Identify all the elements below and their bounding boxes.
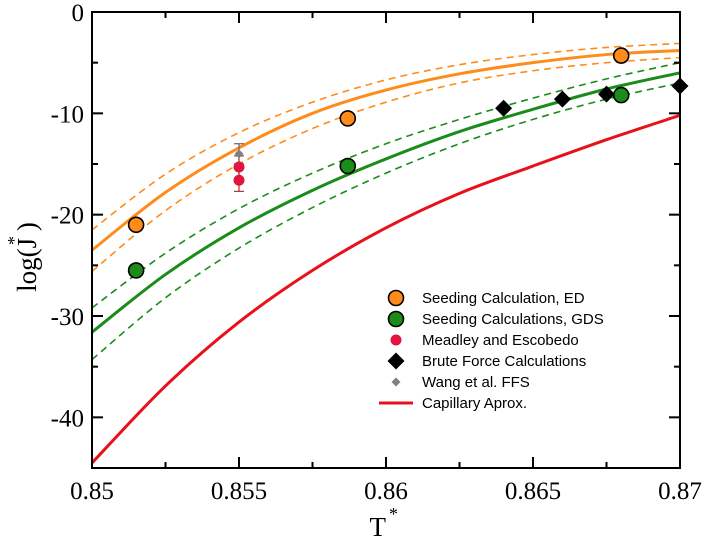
y-tick-label: -40 xyxy=(51,405,84,432)
legend-marker xyxy=(391,377,401,387)
point-brute-force-calculations xyxy=(495,99,513,117)
curve-capillary-aprox- xyxy=(90,113,681,464)
point-seeding-calculation-ed xyxy=(339,110,357,127)
x-tick-label: 0.87 xyxy=(658,478,702,505)
point-seeding-calculation-ed xyxy=(612,47,630,64)
point-brute-force-calculations xyxy=(553,90,571,108)
x-tick-label: 0.86 xyxy=(364,478,408,505)
curve-gds-upper xyxy=(91,61,681,309)
x-tick-label: 0.855 xyxy=(211,478,267,505)
point-brute-force-calculations xyxy=(598,85,615,103)
point-seeding-calculations-gds xyxy=(612,86,630,104)
y-tick-label: 0 xyxy=(72,0,85,27)
x-axis-label: T xyxy=(370,512,387,540)
point-seeding-calculations-gds xyxy=(127,262,145,279)
curve-ed-fit xyxy=(91,49,681,252)
x-axis: 0.85 0.855 0.86 0.865 0.87 xyxy=(70,12,702,505)
legend-label: Seeding Calculation, ED xyxy=(422,290,585,307)
y-axis-label-superscript: * xyxy=(4,236,24,245)
plot-frame xyxy=(91,11,681,469)
legend-marker xyxy=(387,289,405,307)
legend-label: Wang et al. FFS xyxy=(422,374,530,391)
point-seeding-calculation-ed xyxy=(127,216,145,234)
legend: Seeding Calculation, ED Seeding Calculati… xyxy=(379,289,604,412)
legend-label: Capillary Aprox. xyxy=(422,395,527,412)
data-points xyxy=(127,47,689,279)
curve-gds-lower xyxy=(91,82,681,361)
y-axis-label-group: log(J ) * xyxy=(4,222,42,292)
point-meadley-and-escobedo xyxy=(233,174,245,186)
curve-gds-fit xyxy=(91,71,681,334)
legend-label: Meadley and Escobedo xyxy=(422,332,579,349)
legend-label: Brute Force Calculations xyxy=(422,353,586,370)
y-tick-label: -30 xyxy=(51,304,84,331)
point-seeding-calculations-gds xyxy=(339,157,357,175)
legend-marker xyxy=(387,352,405,370)
x-tick-label: 0.85 xyxy=(70,478,114,505)
point-meadley-and-escobedo xyxy=(233,161,245,173)
legend-marker xyxy=(387,310,405,328)
legend-label: Seeding Calculations, GDS xyxy=(422,311,604,328)
y-axis-label: log(J ) xyxy=(12,222,42,292)
point-wang-et-al-ffs xyxy=(234,149,244,159)
curve-ed-upper xyxy=(91,42,681,231)
y-axis: 0 -10 -20 -30 -40 xyxy=(51,0,680,469)
y-tick-label: -20 xyxy=(51,203,84,230)
legend-marker xyxy=(390,334,402,346)
curve-ed-lower xyxy=(91,56,681,273)
x-axis-label-superscript: * xyxy=(389,504,398,524)
x-tick-label: 0.865 xyxy=(505,478,561,505)
y-tick-label: -10 xyxy=(51,101,84,128)
fit-curves xyxy=(90,42,681,464)
